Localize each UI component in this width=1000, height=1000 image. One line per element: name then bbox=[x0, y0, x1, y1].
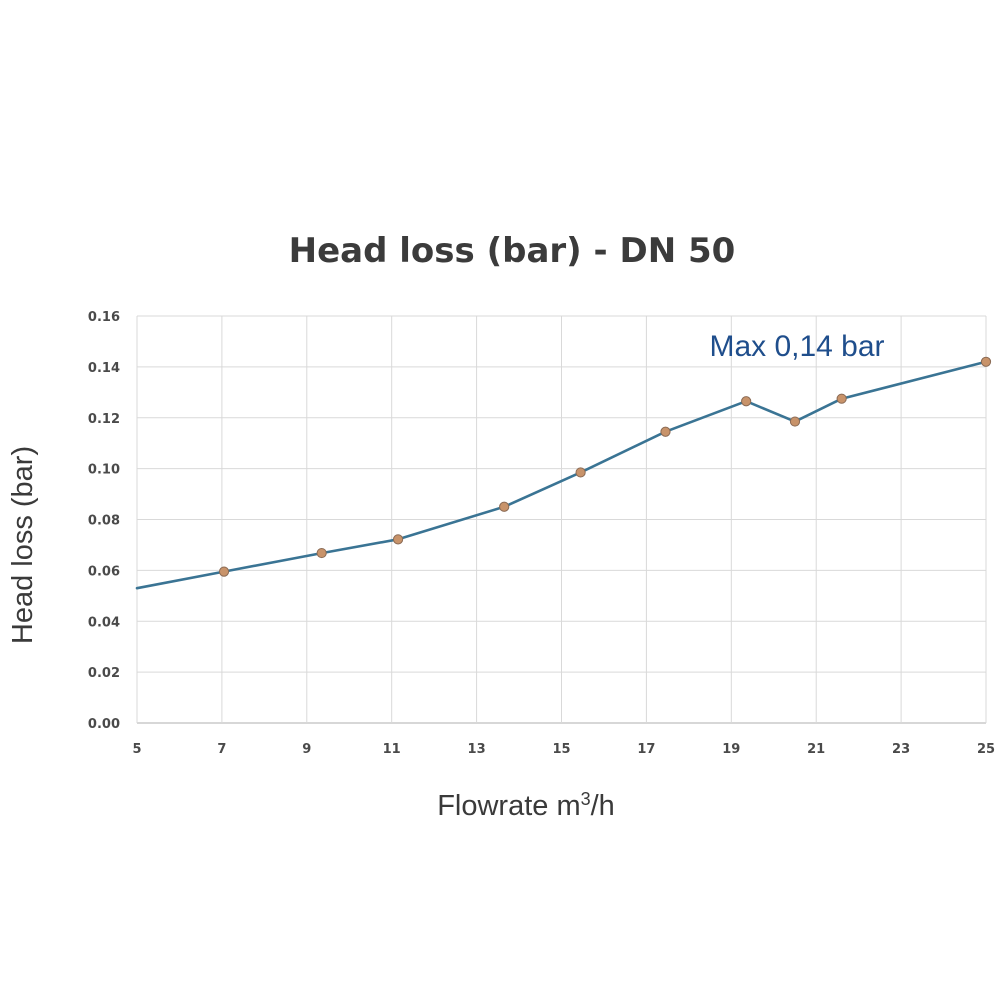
x-tick-label: 9 bbox=[302, 742, 311, 757]
x-axis-label-main: Flowrate m bbox=[437, 790, 580, 822]
x-tick-label: 21 bbox=[807, 742, 825, 757]
x-axis-ticks: 5 7 9 11 13 15 17 19 21 23 25 bbox=[132, 742, 995, 757]
y-tick-label: 0.08 bbox=[88, 514, 120, 529]
y-axis-label: Head loss (bar) bbox=[7, 446, 39, 644]
x-axis-label-superscript: 3 bbox=[581, 789, 591, 809]
x-tick-label: 13 bbox=[468, 742, 486, 757]
y-tick-label: 0.02 bbox=[88, 666, 120, 681]
x-tick-label: 25 bbox=[977, 742, 995, 757]
series-flowrate-headloss bbox=[135, 356, 992, 590]
data-point bbox=[392, 534, 404, 545]
data-point bbox=[789, 416, 801, 427]
y-tick-label: 0.16 bbox=[88, 310, 120, 325]
y-tick-label: 0.12 bbox=[88, 412, 120, 427]
x-tick-label: 11 bbox=[383, 742, 401, 757]
x-tick-label: 17 bbox=[637, 742, 655, 757]
y-tick-label: 0.14 bbox=[88, 361, 120, 376]
y-tick-label: 0.00 bbox=[88, 717, 120, 732]
data-point bbox=[575, 467, 586, 478]
data-point bbox=[836, 393, 847, 404]
x-tick-label: 19 bbox=[722, 742, 740, 757]
x-tick-label: 23 bbox=[892, 742, 910, 757]
y-axis-ticks: 0.00 0.02 0.04 0.06 0.08 0.10 0.12 0.14 0.16 bbox=[88, 310, 120, 732]
data-point bbox=[316, 547, 327, 559]
data-point bbox=[741, 396, 752, 407]
data-point bbox=[980, 356, 992, 367]
x-tick-label: 7 bbox=[217, 742, 226, 757]
chart-title: Head loss (bar) - DN 50 bbox=[289, 231, 736, 271]
x-axis-label-tail: /h bbox=[591, 790, 615, 822]
data-point bbox=[218, 566, 230, 577]
x-tick-label: 5 bbox=[132, 742, 141, 757]
x-tick-label: 15 bbox=[552, 742, 570, 757]
y-tick-label: 0.10 bbox=[88, 463, 120, 478]
y-tick-label: 0.04 bbox=[88, 615, 120, 630]
max-annotation: Max 0,14 bar bbox=[709, 330, 884, 363]
data-point bbox=[499, 501, 510, 512]
data-point bbox=[660, 426, 671, 437]
x-axis-label: Flowrate m3/h bbox=[437, 789, 615, 822]
grid bbox=[136, 315, 987, 724]
y-tick-label: 0.06 bbox=[88, 564, 120, 579]
